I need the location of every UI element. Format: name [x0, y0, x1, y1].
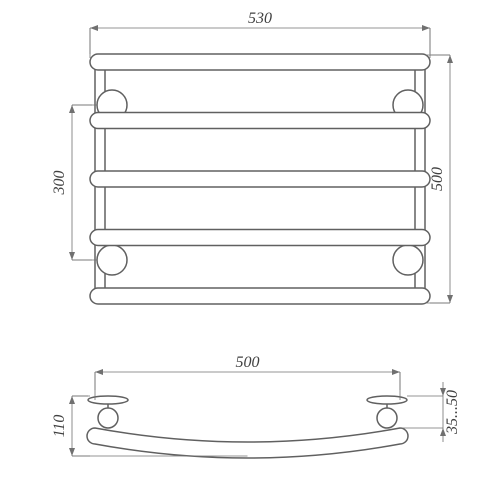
svg-text:35...50: 35...50 — [444, 390, 461, 435]
svg-text:300: 300 — [51, 171, 68, 196]
svg-text:530: 530 — [248, 10, 272, 27]
svg-text:110: 110 — [51, 415, 68, 438]
svg-text:500: 500 — [236, 354, 260, 371]
svg-text:500: 500 — [429, 167, 446, 191]
